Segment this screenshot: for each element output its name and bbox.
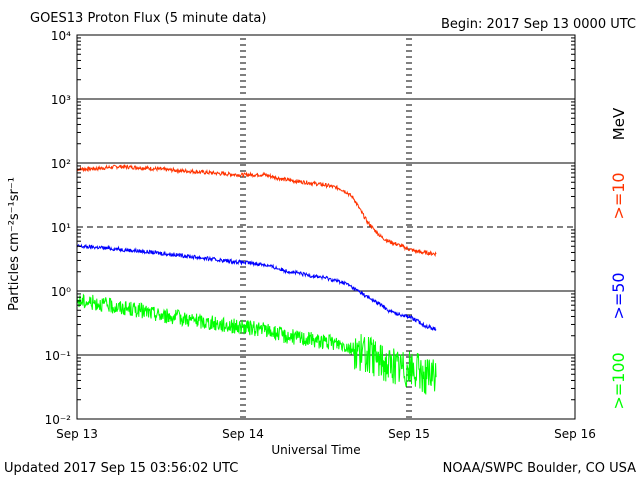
grid-layer (77, 38, 575, 418)
updated-label: Updated 2017 Sep 15 03:56:02 UTC (4, 461, 238, 476)
series-line-0 (76, 164, 437, 257)
y-axis-label: Particles cm⁻²s⁻¹sr⁻¹ (7, 177, 22, 311)
begin-label: Begin: 2017 Sep 13 0000 UTC (441, 17, 636, 32)
legend-label-2: >=100 (609, 352, 628, 409)
y-tick-label: 10⁴ (51, 29, 71, 43)
series-layer (76, 164, 437, 395)
y-tick-label: 10⁻¹ (45, 349, 72, 363)
x-tick-label: Sep 13 (56, 427, 98, 441)
plot-frame (76, 34, 576, 420)
legend-label-0: >=10 (609, 172, 628, 219)
chart-title: GOES13 Proton Flux (5 minute data) (30, 11, 266, 26)
legend-label-1: >=50 (609, 272, 628, 319)
y-tick-label: 10⁻² (45, 413, 72, 427)
y-tick-label: 10¹ (51, 221, 71, 235)
series-line-1 (76, 243, 437, 332)
legend: >=10 >=50 >=100 MeV (609, 107, 628, 410)
credit-label: NOAA/SWPC Boulder, CO USA (443, 461, 636, 476)
energy-unit-label: MeV (610, 107, 628, 140)
x-tick-label: Sep 15 (388, 427, 430, 441)
x-axis-label: Universal Time (271, 443, 360, 457)
y-tick-label: 10² (51, 157, 71, 171)
x-tick-label: Sep 14 (222, 427, 264, 441)
series-line-2 (76, 293, 437, 395)
axis-layer: 10⁻² 10⁻¹ 10⁰ 10¹ 10² 10³ 10⁴ Sep 13 Sep 14 Sep 1… (45, 29, 596, 441)
y-tick-label: 10⁰ (51, 285, 71, 299)
x-tick-label: Sep 16 (554, 427, 596, 441)
y-tick-label: 10³ (51, 93, 71, 107)
